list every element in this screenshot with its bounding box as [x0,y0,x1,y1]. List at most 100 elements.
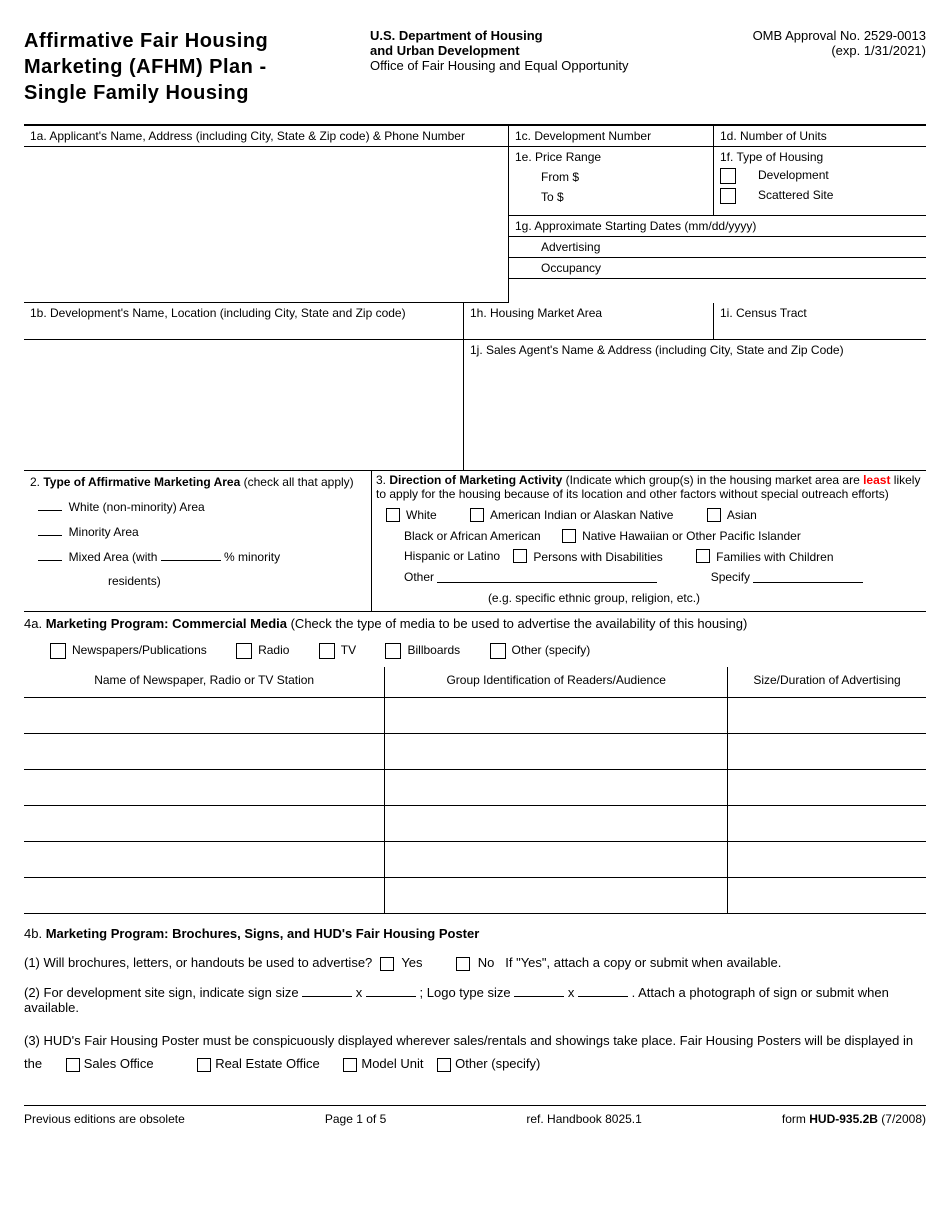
dept-line2: and Urban Development [370,43,670,58]
col-size: Size/Duration of Advertising [728,667,926,698]
lbl-other-poster: Other (specify) [455,1056,540,1071]
label-1b: 1b. Development's Name, Location (includ… [30,306,406,320]
s3-text-b: (Indicate which group(s) in the housing … [566,473,864,487]
omb-block: OMB Approval No. 2529-0013 (exp. 1/31/20… [726,28,926,58]
col-name: Name of Newspaper, Radio or TV Station [24,667,385,698]
field-1b[interactable] [24,340,464,470]
table-row[interactable] [24,842,926,878]
checkbox-model-unit[interactable] [343,1058,357,1072]
omb-exp: (exp. 1/31/2021) [726,43,926,58]
col-group: Group Identification of Readers/Audience [385,667,728,698]
lbl-other-media: Other (specify) [512,643,591,657]
section-4b: 4b. Marketing Program: Brochures, Signs,… [24,914,926,1075]
input-logo-w[interactable] [514,985,564,997]
header: Affirmative Fair Housing Marketing (AFHM… [24,28,926,106]
field-1g-advertising[interactable]: Advertising [509,237,926,257]
lbl-bill: Billboards [407,643,460,657]
table-row[interactable] [24,806,926,842]
label-1e-to: To $ [515,190,707,204]
label-1d: 1d. Number of Units [720,129,827,143]
checkbox-sales-office[interactable] [66,1058,80,1072]
q2a: (2) For development site sign, indicate … [24,985,302,1000]
s3-num: 3. [376,473,389,487]
table-row[interactable] [24,734,926,770]
checkbox-brochure-no[interactable] [456,957,470,971]
table-row[interactable] [24,770,926,806]
input-sign-w[interactable] [302,985,352,997]
form-page: Affirmative Fair Housing Marketing (AFHM… [0,0,950,1136]
checkbox-radio[interactable] [236,643,252,659]
footer-ref: ref. Handbook 8025.1 [526,1112,641,1126]
field-1e[interactable]: 1e. Price Range From $ To $ [509,147,714,215]
opt-minority-area[interactable]: Minority Area [69,525,139,539]
field-1i[interactable]: 1i. Census Tract [714,303,926,339]
lbl-nhpi: Native Hawaiian or Other Pacific Islande… [582,529,801,543]
input-specify[interactable] [753,571,863,583]
field-1b-label: 1b. Development's Name, Location (includ… [24,303,464,339]
media-table: Name of Newspaper, Radio or TV Station G… [24,667,926,914]
checkbox-ai-an[interactable] [470,508,484,522]
opt-mixed-c: residents) [108,574,161,588]
lbl-disab: Persons with Disabilities [533,549,662,563]
field-1d[interactable]: 1d. Number of Units [714,126,926,146]
label-1j: 1j. Sales Agent's Name & Address (includ… [470,343,844,357]
input-sign-h[interactable] [366,985,416,997]
dept-line1: U.S. Department of Housing [370,28,670,43]
label-1g-adv: Advertising [515,240,600,254]
section-4a: 4a. Marketing Program: Commercial Media … [24,612,926,914]
lbl-hisp: Hispanic or Latino [404,549,500,563]
input-logo-h[interactable] [578,985,628,997]
lbl-ai-an: American Indian or Alaskan Native [490,508,673,522]
lbl-other: Other [404,570,434,584]
label-s2-title-a: 2. [30,475,43,489]
field-1a[interactable]: 1a. Applicant's Name, Address (including… [24,126,509,146]
field-1c[interactable]: 1c. Development Number [509,126,714,146]
lbl-black: Black or African American [404,529,541,543]
lbl-yes: Yes [401,955,422,970]
checkbox-development[interactable] [720,168,736,184]
field-1h[interactable]: 1h. Housing Market Area [464,303,714,339]
opt-mixed-b: % minority [221,550,280,564]
table-row[interactable] [24,698,926,734]
q1a: (1) Will brochures, letters, or handouts… [24,955,372,970]
lbl-specify: Specify [711,570,750,584]
label-1f: 1f. Type of Housing [720,150,920,164]
checkbox-disab[interactable] [513,549,527,563]
checkbox-billboards[interactable] [385,643,401,659]
lbl-asian: Asian [727,508,757,522]
checkbox-other-media[interactable] [490,643,506,659]
checkbox-fam[interactable] [696,549,710,563]
checkbox-real-estate-office[interactable] [197,1058,211,1072]
section-3: 3. Direction of Marketing Activity (Indi… [372,471,926,611]
input-mixed-pct[interactable] [161,549,221,561]
checkbox-asian[interactable] [707,508,721,522]
label-1g: 1g. Approximate Starting Dates (mm/dd/yy… [515,219,920,233]
opt-mixed-a[interactable]: Mixed Area (with [69,550,161,564]
label-1e-from: From $ [515,170,707,184]
lbl-eg: (e.g. specific ethnic group, religion, e… [488,591,700,605]
label-1f-scat: Scattered Site [758,188,833,202]
label-1i: 1i. Census Tract [720,306,807,320]
omb-number: OMB Approval No. 2529-0013 [726,28,926,43]
footer-page: Page 1 of 5 [325,1112,386,1126]
checkbox-other-poster[interactable] [437,1058,451,1072]
opt-white-area[interactable]: White (non-minority) Area [69,500,205,514]
field-1g-occupancy[interactable]: Occupancy [509,258,926,278]
table-row[interactable] [24,878,926,914]
checkbox-tv[interactable] [319,643,335,659]
lbl-no: No [478,955,495,970]
field-1a-body[interactable] [24,147,509,303]
label-s2-title-b: Type of Affirmative Marketing Area [43,475,240,489]
checkbox-white[interactable] [386,508,400,522]
department-block: U.S. Department of Housing and Urban Dev… [370,28,670,73]
field-1f[interactable]: 1f. Type of Housing Development Scattere… [714,147,926,215]
label-1h: 1h. Housing Market Area [470,306,602,320]
label-s2-title-c: (check all that apply) [240,475,353,489]
checkbox-nhpi[interactable] [562,529,576,543]
checkbox-scattered-site[interactable] [720,188,736,204]
field-1j[interactable]: 1j. Sales Agent's Name & Address (includ… [464,340,926,470]
dept-line3: Office of Fair Housing and Equal Opportu… [370,58,670,73]
input-other[interactable] [437,571,657,583]
checkbox-newspapers[interactable] [50,643,66,659]
checkbox-brochure-yes[interactable] [380,957,394,971]
